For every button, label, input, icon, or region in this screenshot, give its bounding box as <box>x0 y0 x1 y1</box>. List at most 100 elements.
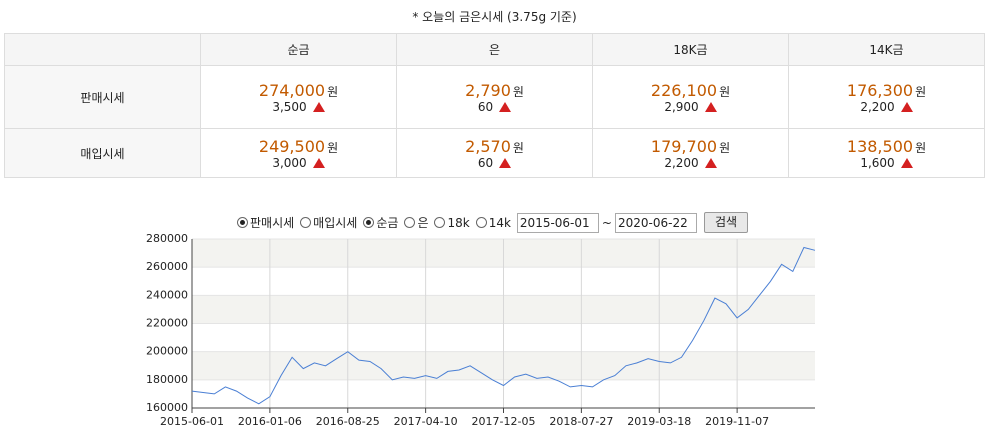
price: 249,500 <box>258 136 326 156</box>
x-tick-label: 2015-06-01 <box>160 415 224 428</box>
radio[interactable]: 18k <box>434 216 470 230</box>
radio-label: 순금 <box>376 216 399 230</box>
unit: 원 <box>719 84 731 99</box>
column-header: 18K금 <box>592 33 789 66</box>
x-tick-label: 2017-04-10 <box>394 415 458 428</box>
price-cell: 176,300 원 2,200 <box>788 65 985 129</box>
column-header: 은 <box>396 33 593 66</box>
change: 1,600 <box>860 155 895 170</box>
price-line: 138,500 원 <box>789 137 984 156</box>
change-line: 3,000 <box>201 156 396 170</box>
radio[interactable]: 은 <box>404 214 428 231</box>
price: 2,570 <box>465 136 511 156</box>
search-button[interactable]: 검색 <box>703 212 749 233</box>
price-line <box>191 246 816 405</box>
radio-dot[interactable] <box>404 217 416 228</box>
corner-cell <box>4 33 201 66</box>
unit: 원 <box>915 140 927 155</box>
unit: 원 <box>915 84 927 99</box>
unit: 원 <box>719 140 731 155</box>
up-icon <box>900 157 913 168</box>
price: 179,700 <box>650 136 718 156</box>
price-cell: 179,700 원 2,200 <box>592 128 789 178</box>
change-line: 60 <box>397 156 592 170</box>
change: 60 <box>477 155 494 170</box>
change-line: 2,900 <box>593 100 788 114</box>
up-icon <box>499 101 512 112</box>
unit: 원 <box>512 84 524 99</box>
chart: 160000 180000 200000 220000 240000 260000 2800… <box>146 232 816 428</box>
change: 3,000 <box>272 155 307 170</box>
unit: 원 <box>327 84 339 99</box>
price-table: 순금 은 18K금 14K금 판매시세 274,000 원 3,500 2,790 원 60 226,… <box>4 33 985 178</box>
y-tick-label: 240000 <box>146 288 188 301</box>
column-header: 14K금 <box>788 33 985 66</box>
radio-dot[interactable] <box>237 217 248 228</box>
radio[interactable]: 판매시세 <box>237 214 294 231</box>
radio-label: 은 <box>417 216 429 230</box>
x-tick-label: 2017-12-05 <box>472 415 536 428</box>
column-header: 순금 <box>200 33 397 66</box>
up-icon <box>312 101 325 112</box>
change: 2,200 <box>860 99 895 114</box>
row-label: 판매시세 <box>4 65 201 129</box>
price: 176,300 <box>846 80 914 100</box>
radio-dot[interactable] <box>434 217 446 228</box>
radio-label: 14k <box>488 215 511 230</box>
x-tick-label: 2019-03-18 <box>627 415 691 428</box>
radio[interactable]: 매입시세 <box>300 214 357 231</box>
change-line: 3,500 <box>201 100 396 114</box>
radio[interactable]: 14k <box>475 215 511 230</box>
price-row: 판매시세 274,000 원 3,500 2,790 원 60 226,100 원 2,900 17… <box>4 65 985 129</box>
price: 226,100 <box>650 80 718 100</box>
up-icon <box>900 101 913 112</box>
header-row: 순금 은 18K금 14K금 <box>4 33 985 66</box>
price-row: 매입시세 249,500 원 3,000 2,570 원 60 179,700 원 2,200 13… <box>4 128 985 178</box>
separator: ~ <box>601 215 612 230</box>
radio-label: 매입시세 <box>313 216 358 230</box>
radio-dot[interactable] <box>363 217 375 228</box>
x-tick-label: 2016-01-06 <box>238 415 302 428</box>
y-tick-label: 260000 <box>146 260 188 273</box>
change: 2,200 <box>664 155 699 170</box>
price-line: 2,790 원 <box>397 81 592 100</box>
up-icon <box>704 101 717 112</box>
note: * 오늘의 금은시세 (3.75g 기준) <box>412 10 577 24</box>
up-icon <box>312 157 325 168</box>
radio-label: 판매시세 <box>250 216 295 230</box>
price-line: 179,700 원 <box>593 137 788 156</box>
price-line: 249,500 원 <box>201 137 396 156</box>
change-line: 2,200 <box>789 100 984 114</box>
x-tick-label: 2018-07-27 <box>549 415 613 428</box>
price: 138,500 <box>846 136 914 156</box>
unit: 원 <box>327 140 339 155</box>
price-cell: 138,500 원 1,600 <box>788 128 985 178</box>
radio[interactable]: 순금 <box>363 214 398 231</box>
change-line: 1,600 <box>789 156 984 170</box>
change: 60 <box>477 99 494 114</box>
price-line: 274,000 원 <box>201 81 396 100</box>
price-cell: 226,100 원 2,900 <box>592 65 789 129</box>
start-date[interactable]: 2015-06-01 <box>516 212 599 233</box>
change: 2,900 <box>664 99 699 114</box>
y-tick-label: 200000 <box>146 345 188 358</box>
end-date[interactable]: 2020-06-22 <box>614 212 697 233</box>
change: 3,500 <box>272 99 307 114</box>
radio-dot[interactable] <box>475 217 487 228</box>
y-tick-label: 220000 <box>146 317 188 330</box>
price-line: 226,100 원 <box>593 81 788 100</box>
price: 2,790 <box>465 80 511 100</box>
price-line: 2,570 원 <box>397 137 592 156</box>
unit: 원 <box>512 140 524 155</box>
price-line: 176,300 원 <box>789 81 984 100</box>
change-line: 2,200 <box>593 156 788 170</box>
change-line: 60 <box>397 100 592 114</box>
radio-dot[interactable] <box>300 217 312 228</box>
search-form: 판매시세 매입시세 순금 은 18k 14k 2015-06-01 ~2020-06-22 검색 <box>237 212 749 233</box>
price: 274,000 <box>258 80 326 100</box>
price-cell: 249,500 원 3,000 <box>200 128 397 178</box>
x-tick-label: 2019-11-07 <box>705 415 769 428</box>
row-label: 매입시세 <box>4 128 201 178</box>
y-tick-label: 280000 <box>146 232 188 245</box>
